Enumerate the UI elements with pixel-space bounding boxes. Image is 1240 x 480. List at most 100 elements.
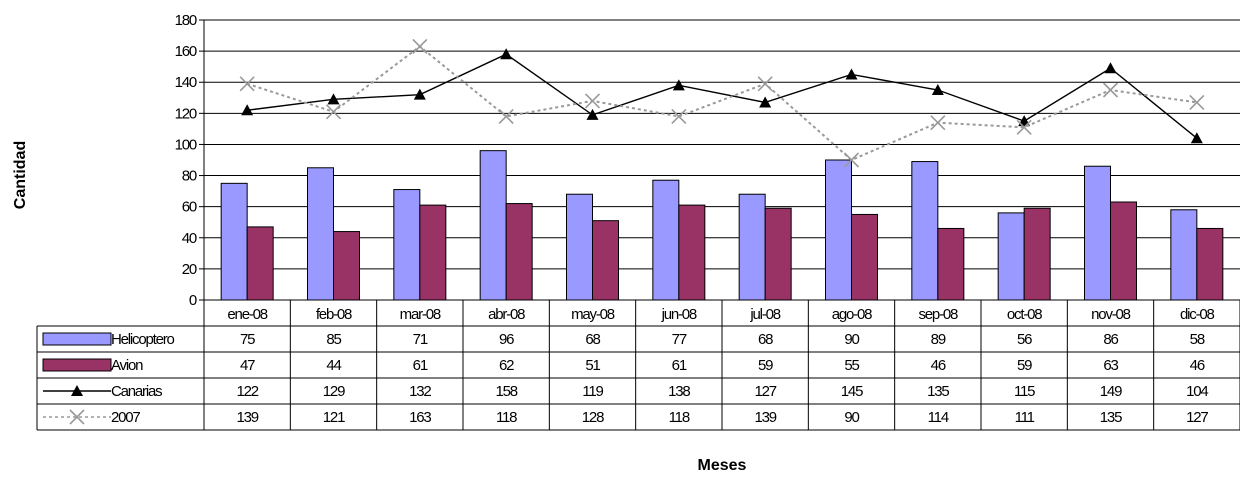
x-tick-label: jun-08 <box>661 306 697 323</box>
bar-helicoptero-jun-08 <box>652 179 680 301</box>
marker-2007-nov-08 <box>1102 82 1119 98</box>
data-label-canarias: 119 <box>582 383 603 400</box>
data-label-avion: 61 <box>672 357 687 374</box>
legend-label-2007: 2007 <box>111 409 140 426</box>
line-series-canarias <box>247 53 1198 139</box>
x-tick-label: may-08 <box>571 306 615 323</box>
data-label-2007: 139 <box>236 409 258 426</box>
y-tick-label: 0 <box>189 292 197 309</box>
data-label-2007: 135 <box>1100 409 1122 426</box>
marker-2007-dic-08 <box>1189 94 1205 111</box>
marker-2007-ene-08 <box>239 76 255 92</box>
marker-canarias-ago-08 <box>845 68 858 80</box>
marker-2007-jul-08 <box>757 76 773 92</box>
y-tick-label: 60 <box>182 199 197 216</box>
x-tick-label: ago-08 <box>832 306 872 323</box>
marker-canarias-may-08 <box>586 108 599 120</box>
bar-helicoptero-ene-08 <box>220 182 248 301</box>
bar-helicoptero-mar-08 <box>393 189 421 301</box>
bar-avion-ago-08 <box>851 213 878 301</box>
data-label-canarias: 122 <box>236 383 258 400</box>
bar-helicoptero-feb-08 <box>307 167 334 301</box>
marker-canarias-mar-08 <box>413 88 426 100</box>
y-axis-title: Cantidad <box>12 141 29 209</box>
data-label-canarias: 135 <box>927 383 949 400</box>
data-label-canarias: 132 <box>409 383 431 400</box>
data-label-2007: 139 <box>754 409 776 426</box>
data-label-avion: 62 <box>499 357 514 374</box>
bar-helicoptero-ago-08 <box>825 159 852 301</box>
data-label-2007: 121 <box>323 409 345 426</box>
data-label-avion: 59 <box>758 357 773 374</box>
data-label-canarias: 104 <box>1186 383 1208 400</box>
legend-label-canarias: Canarias <box>111 383 162 400</box>
bar-avion-jun-08 <box>678 204 706 301</box>
marker-canarias-feb-08 <box>327 93 340 105</box>
data-label-canarias: 158 <box>495 383 517 400</box>
bar-avion-nov-08 <box>1110 201 1137 301</box>
marker-canarias-jul-08 <box>759 96 772 108</box>
legend-label-helicoptero: Helicoptero <box>111 331 175 348</box>
data-label-avion: 63 <box>1103 357 1118 374</box>
data-label-canarias: 129 <box>323 383 345 400</box>
data-label-canarias: 145 <box>841 383 863 400</box>
data-label-avion: 55 <box>844 357 859 374</box>
bar-helicoptero-may-08 <box>566 193 593 301</box>
marker-2007-feb-08 <box>325 104 342 120</box>
marker-canarias-jun-08 <box>672 79 685 91</box>
data-label-2007: 114 <box>928 409 949 426</box>
line-series-2007 <box>246 45 1197 162</box>
data-label-helicoptero: 85 <box>326 331 341 348</box>
data-label-avion: 44 <box>326 357 341 374</box>
data-label-helicoptero: 96 <box>499 331 514 348</box>
data-label-helicoptero: 56 <box>1017 331 1032 348</box>
x-tick-label: mar-08 <box>400 306 441 323</box>
bar-avion-sep-08 <box>937 227 965 301</box>
legend-key-avion <box>42 358 112 372</box>
x-tick-label: dic-08 <box>1180 306 1215 323</box>
marker-2007-abr-08 <box>498 108 514 125</box>
data-label-helicoptero: 68 <box>758 331 773 348</box>
x-tick-label: nov-08 <box>1091 306 1131 323</box>
data-label-helicoptero: 71 <box>413 331 428 348</box>
legend-marker-2007 <box>69 409 85 425</box>
data-label-canarias: 138 <box>668 383 690 400</box>
marker-canarias-ene-08 <box>241 104 254 116</box>
legend-marker-canarias <box>71 385 83 396</box>
bar-avion-oct-08 <box>1023 207 1051 301</box>
bar-helicoptero-abr-08 <box>479 150 507 301</box>
x-tick-label: oct-08 <box>1007 306 1042 323</box>
data-label-avion: 46 <box>931 357 946 374</box>
bar-helicoptero-jul-08 <box>738 193 766 301</box>
bar-avion-dic-08 <box>1196 227 1224 301</box>
data-label-helicoptero: 77 <box>672 331 687 348</box>
y-tick-label: 20 <box>182 261 197 278</box>
data-label-helicoptero: 68 <box>585 331 600 348</box>
data-label-canarias: 149 <box>1100 383 1122 400</box>
data-label-2007: 118 <box>669 409 690 426</box>
bar-avion-abr-08 <box>505 203 533 301</box>
marker-2007-ago-08 <box>843 152 860 168</box>
legend-key-helicoptero <box>42 332 112 346</box>
data-label-2007: 163 <box>409 409 431 426</box>
data-label-2007: 127 <box>1186 409 1208 426</box>
bar-avion-jul-08 <box>764 207 792 301</box>
marker-canarias-dic-08 <box>1190 132 1203 144</box>
legend-label-avion: Avion <box>111 357 143 374</box>
bar-helicoptero-oct-08 <box>997 212 1025 301</box>
y-tick-label: 120 <box>175 105 197 122</box>
data-label-avion: 59 <box>1017 357 1032 374</box>
marker-canarias-sep-08 <box>931 84 944 95</box>
marker-2007-mar-08 <box>412 38 428 55</box>
data-label-avion: 61 <box>413 357 428 374</box>
bar-helicoptero-nov-08 <box>1084 165 1111 301</box>
data-label-helicoptero: 90 <box>844 331 859 348</box>
data-label-avion: 51 <box>585 357 600 374</box>
x-tick-label: sep-08 <box>918 306 958 323</box>
bar-avion-mar-08 <box>419 204 447 301</box>
marker-2007-may-08 <box>584 93 601 109</box>
y-tick-label: 40 <box>182 230 197 247</box>
bar-avion-may-08 <box>592 220 619 301</box>
bar-helicoptero-sep-08 <box>911 161 939 301</box>
